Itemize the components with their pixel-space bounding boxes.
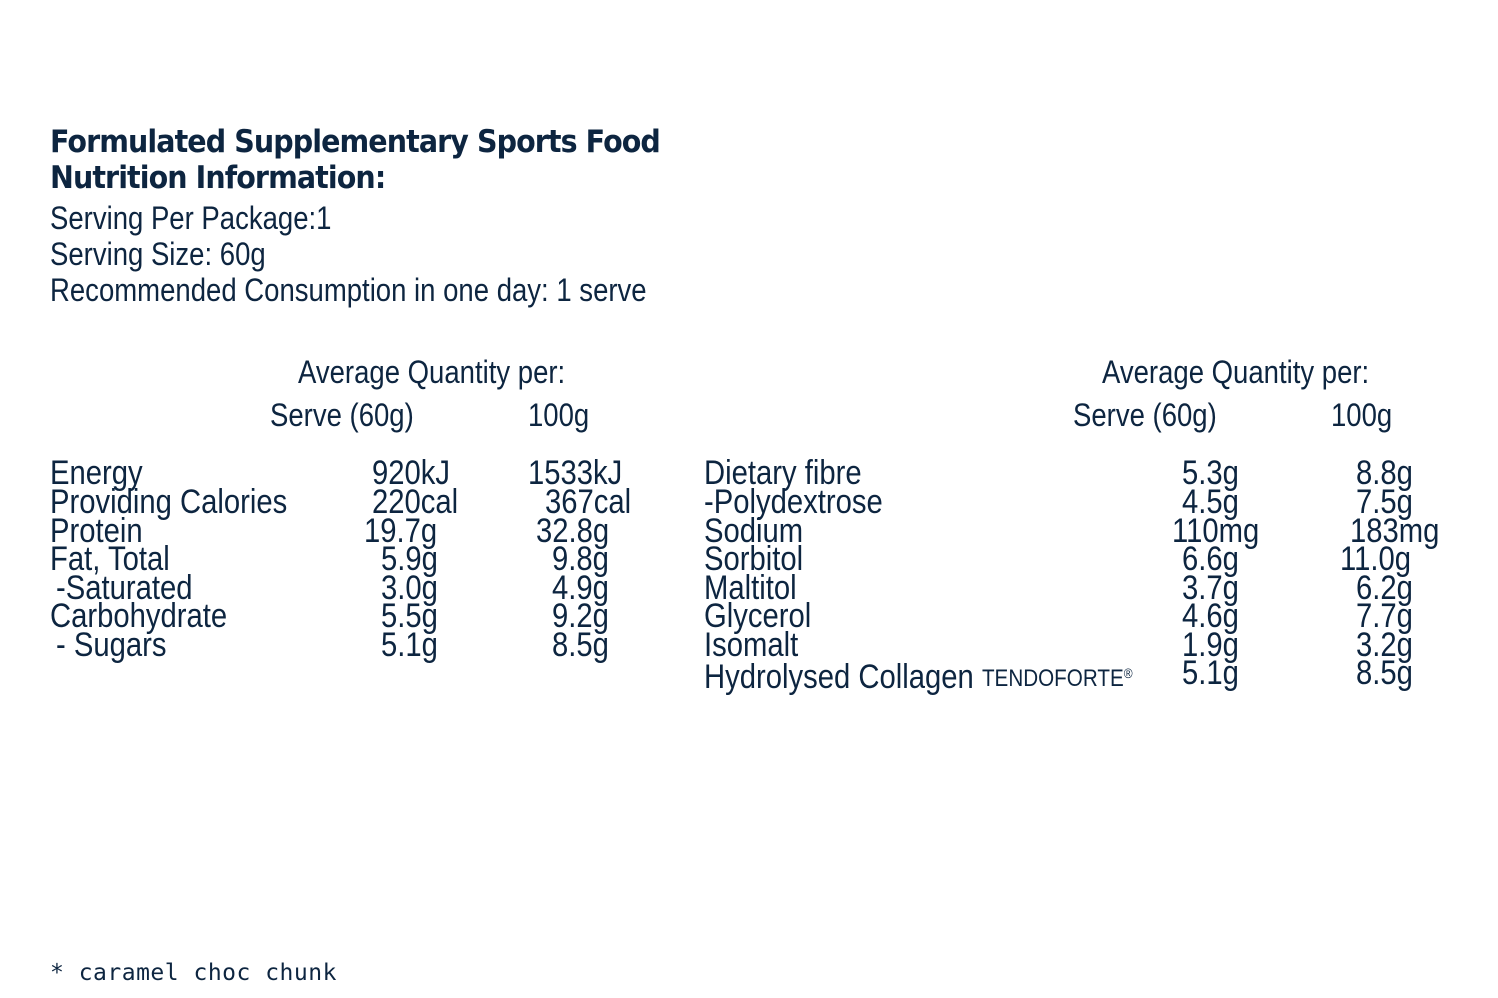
nutrient-label: Providing Calories xyxy=(50,483,288,521)
nutrient-label: Dietary fibre xyxy=(704,454,862,492)
nutrient-label-collagen: Hydrolysed Collagen TENDOFORTE® xyxy=(704,656,1133,696)
nutrient-label: - Sugars xyxy=(56,626,167,664)
nutrient-100g-value: 7.7g xyxy=(1356,597,1413,635)
serving-size: Serving Size: 60g xyxy=(50,236,266,272)
nutrient-100g-value: 7.5g xyxy=(1356,483,1413,521)
nutrient-label: Hydrolysed Collagen xyxy=(704,658,974,696)
nutrient-serve-value: 110mg xyxy=(1172,512,1260,550)
nutrient-label: Protein xyxy=(50,512,143,550)
page-title: Formulated Supplementary Sports Food xyxy=(50,124,661,160)
nutrient-label: Maltitol xyxy=(704,569,797,607)
footnote: * caramel choc chunk xyxy=(50,960,337,986)
nutrient-100g-value: 11.0g xyxy=(1340,540,1412,578)
left-table-heading: Average Quantity per: xyxy=(298,354,566,390)
nutrient-serve-value: 4.5g xyxy=(1182,483,1239,521)
nutrient-label: Energy xyxy=(50,454,143,492)
recommended-consumption: Recommended Consumption in one day: 1 se… xyxy=(50,272,647,308)
nutrient-label: -Polydextrose xyxy=(704,483,883,521)
nutrient-100g-value: 6.2g xyxy=(1356,569,1413,607)
left-col-serve-header: Serve (60g) xyxy=(270,397,414,433)
page-subtitle: Nutrition Information: xyxy=(50,160,386,196)
nutrient-100g-value: 3.2g xyxy=(1356,626,1413,664)
right-table-heading: Average Quantity per: xyxy=(1102,354,1370,390)
nutrient-label: Isomalt xyxy=(704,626,799,664)
brand-name: TENDOFORTE xyxy=(981,665,1124,692)
nutrient-serve-value: 920kJ xyxy=(372,454,451,492)
nutrient-serve-value: 19.7g xyxy=(364,512,438,550)
nutrient-serve-value: 4.6g xyxy=(1182,597,1239,635)
nutrient-serve-value: 5.1g xyxy=(1182,654,1239,692)
nutrient-serve-value: 3.7g xyxy=(1182,569,1239,607)
nutrient-label: Sodium xyxy=(704,512,804,550)
nutrient-100g-value: 9.8g xyxy=(552,540,609,578)
left-col-100g-header: 100g xyxy=(528,397,590,433)
nutrient-100g-value: 9.2g xyxy=(552,597,609,635)
nutrient-label: Fat, Total xyxy=(50,540,170,578)
nutrient-100g-value: 32.8g xyxy=(536,512,610,550)
nutrient-label: -Saturated xyxy=(56,569,193,607)
servings-per-package: Serving Per Package:1 xyxy=(50,200,332,236)
nutrient-serve-value: 5.3g xyxy=(1182,454,1239,492)
nutrient-serve-value: 5.9g xyxy=(381,540,438,578)
nutrient-100g-value: 367cal xyxy=(545,483,632,521)
nutrient-label: Sorbitol xyxy=(704,540,804,578)
nutrient-100g-value: 8.8g xyxy=(1356,454,1413,492)
nutrient-100g-value: 8.5g xyxy=(552,626,609,664)
nutrient-serve-value: 5.1g xyxy=(381,626,438,664)
nutrient-serve-value: 220cal xyxy=(372,483,459,521)
nutrient-100g-value: 4.9g xyxy=(552,569,609,607)
nutrient-serve-value: 3.0g xyxy=(381,569,438,607)
right-col-serve-header: Serve (60g) xyxy=(1073,397,1217,433)
right-col-100g-header: 100g xyxy=(1331,397,1393,433)
nutrient-serve-value: 6.6g xyxy=(1182,540,1239,578)
nutrient-label: Glycerol xyxy=(704,597,812,635)
nutrient-serve-value: 1.9g xyxy=(1182,626,1239,664)
registered-mark: ® xyxy=(1123,665,1133,681)
nutrient-serve-value: 5.5g xyxy=(381,597,438,635)
nutrient-100g-value: 8.5g xyxy=(1356,654,1413,692)
nutrient-label: Carbohydrate xyxy=(50,597,228,635)
nutrient-100g-value: 183mg xyxy=(1350,512,1440,550)
nutrient-100g-value: 1533kJ xyxy=(528,454,623,492)
